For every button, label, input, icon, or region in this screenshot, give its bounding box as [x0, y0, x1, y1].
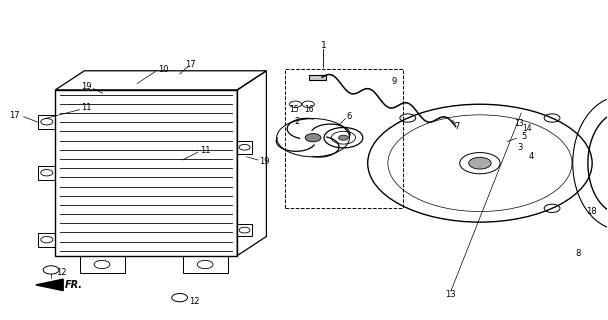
Bar [237, 141, 252, 154]
Bar [309, 75, 326, 80]
Text: 8: 8 [576, 249, 581, 258]
Text: 9: 9 [391, 77, 396, 86]
Text: 19: 19 [81, 82, 92, 91]
Bar [38, 233, 55, 247]
Text: 17: 17 [185, 60, 195, 69]
Bar [237, 224, 252, 236]
Text: 11: 11 [81, 103, 92, 112]
Text: 16: 16 [304, 105, 314, 114]
Text: 19: 19 [260, 157, 270, 166]
Circle shape [339, 135, 348, 140]
Bar [285, 69, 403, 208]
Polygon shape [36, 279, 63, 291]
Text: 4: 4 [529, 152, 534, 161]
Circle shape [305, 133, 321, 142]
Text: 10: 10 [158, 65, 168, 74]
Text: 11: 11 [201, 146, 211, 155]
Text: 18: 18 [586, 207, 596, 216]
Text: 5: 5 [522, 132, 527, 140]
Text: 7: 7 [454, 122, 460, 131]
Text: 1: 1 [320, 41, 326, 51]
Text: 14: 14 [522, 124, 532, 133]
Text: 6: 6 [346, 112, 351, 121]
Text: FR.: FR. [65, 280, 83, 290]
Text: 13: 13 [446, 290, 456, 299]
Bar [182, 256, 228, 273]
Bar [38, 166, 55, 180]
Text: 2: 2 [294, 117, 299, 126]
Text: 12: 12 [57, 268, 67, 277]
Text: 15: 15 [289, 105, 299, 114]
Text: 17: 17 [9, 111, 19, 120]
Circle shape [469, 157, 491, 169]
Bar [55, 90, 237, 256]
Bar [38, 115, 55, 129]
Text: 3: 3 [517, 143, 523, 152]
Text: 13: 13 [514, 119, 524, 128]
Text: 12: 12 [188, 297, 199, 306]
Bar [80, 256, 125, 273]
